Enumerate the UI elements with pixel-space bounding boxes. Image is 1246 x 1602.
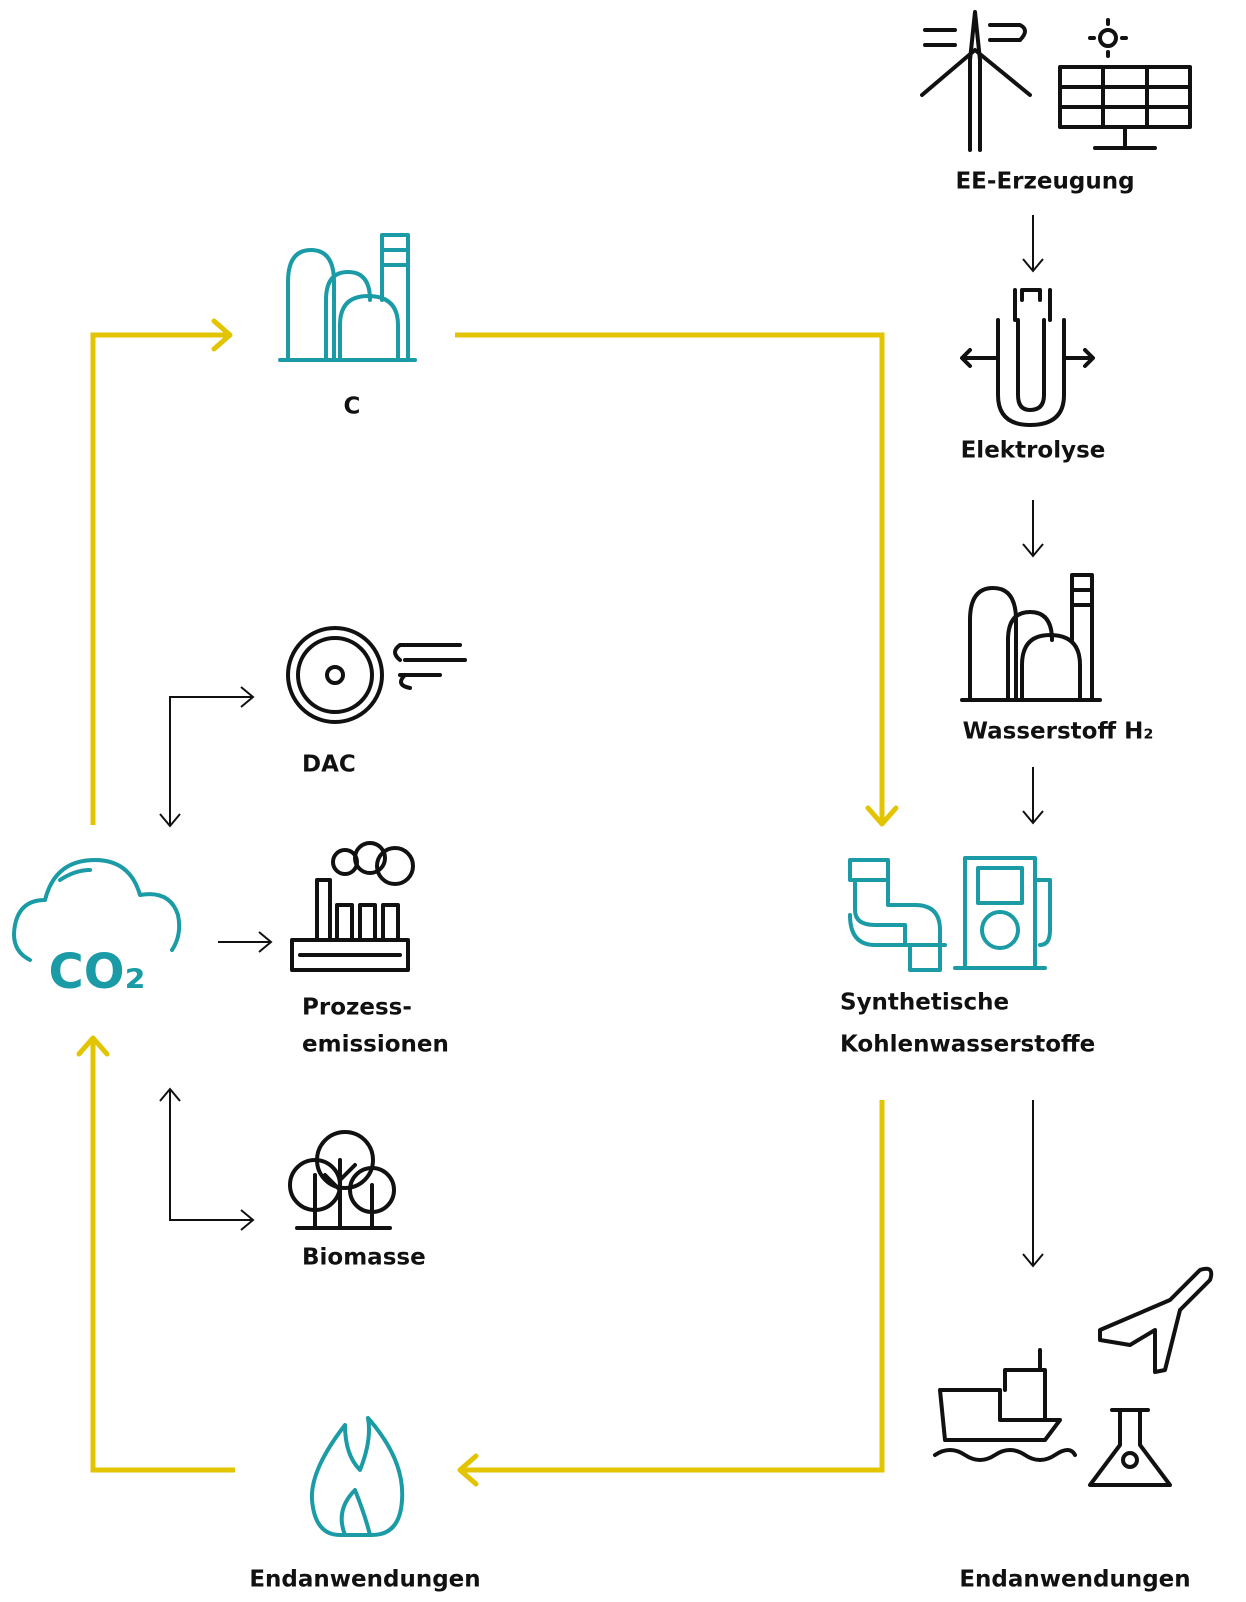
- icon-wind-solar: [920, 10, 1192, 152]
- label-end-left: Endanwendungen: [249, 1567, 480, 1593]
- label-elektrolyse: Elektrolyse: [961, 438, 1106, 464]
- yellow-flow: [76, 318, 899, 1487]
- label-dac: DAC: [302, 752, 356, 778]
- icon-hydrogen-plant: [960, 573, 1102, 702]
- icon-c-plant: [278, 233, 417, 362]
- label-prozess: emissionen: [302, 1032, 449, 1058]
- icon-dac: [286, 626, 467, 724]
- label-end-right: Endanwendungen: [959, 1567, 1190, 1593]
- label-biomasse: Biomasse: [302, 1245, 426, 1271]
- icon-trees: [288, 1130, 396, 1230]
- icon-end-uses: [933, 1266, 1214, 1487]
- label-synth: Synthetische: [840, 990, 1009, 1016]
- label-synth: Kohlenwasserstoffe: [840, 1032, 1095, 1058]
- label-prozess: Prozess-: [302, 995, 412, 1021]
- icon-factory: [290, 841, 415, 972]
- label-wasserstoff: Wasserstoff H₂: [963, 719, 1154, 745]
- icon-flame: [309, 1416, 405, 1537]
- label-c: C: [344, 394, 361, 420]
- icon-pipe-pump: [848, 856, 1052, 972]
- icon-electrolysis: [960, 288, 1095, 427]
- label-ee: EE-Erzeugung: [955, 169, 1134, 195]
- co2-label: CO₂: [48, 944, 145, 1000]
- icon-co2-cloud: [12, 858, 182, 962]
- black-arrows: [159, 215, 1044, 1268]
